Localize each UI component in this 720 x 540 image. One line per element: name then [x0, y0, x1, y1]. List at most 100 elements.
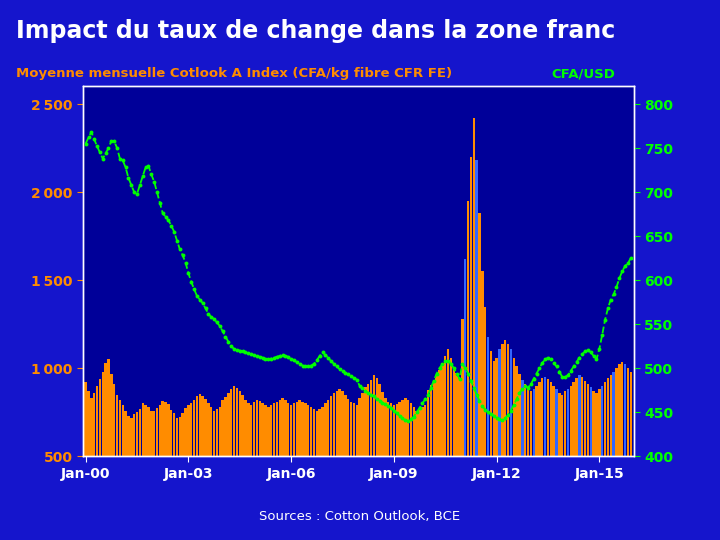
Bar — [341, 391, 343, 456]
Bar — [125, 410, 127, 456]
Bar — [210, 407, 212, 456]
Bar — [321, 407, 324, 456]
Bar — [227, 393, 230, 456]
Bar — [84, 382, 87, 456]
Bar — [230, 389, 233, 456]
Bar — [578, 375, 580, 456]
Bar — [119, 400, 121, 456]
Text: Moyenne mensuelle Cotlook A Index (CFA/kg fibre CFR FE): Moyenne mensuelle Cotlook A Index (CFA/k… — [16, 68, 452, 80]
Bar — [533, 389, 535, 456]
Bar — [518, 374, 521, 456]
Bar — [184, 408, 186, 456]
Bar — [527, 388, 529, 456]
Bar — [164, 402, 167, 456]
Bar — [93, 393, 96, 456]
Bar — [581, 377, 583, 456]
Bar — [302, 402, 304, 456]
Bar — [598, 389, 600, 456]
Bar — [379, 384, 381, 456]
Bar — [225, 397, 227, 456]
Bar — [587, 384, 589, 456]
Bar — [552, 386, 555, 456]
Text: CFA/USD: CFA/USD — [552, 68, 616, 80]
Bar — [267, 407, 269, 456]
Bar — [524, 384, 526, 456]
Bar — [258, 401, 261, 456]
Bar — [541, 379, 544, 456]
Bar — [296, 402, 298, 456]
Bar — [444, 356, 446, 456]
Bar — [430, 385, 432, 456]
Bar — [156, 408, 158, 456]
Bar — [567, 389, 570, 456]
Bar — [136, 412, 138, 456]
Bar — [247, 403, 250, 456]
Bar — [145, 405, 147, 456]
Bar — [179, 417, 181, 456]
Bar — [575, 379, 577, 456]
Bar — [158, 405, 161, 456]
Bar — [441, 363, 444, 456]
Bar — [181, 413, 184, 456]
Bar — [299, 400, 301, 456]
Bar — [150, 410, 153, 456]
Bar — [287, 403, 289, 456]
Bar — [469, 157, 472, 456]
Bar — [290, 405, 292, 456]
Bar — [276, 402, 278, 456]
Bar — [456, 373, 458, 456]
Bar — [173, 413, 176, 456]
Bar — [199, 394, 201, 456]
Bar — [501, 343, 503, 456]
Bar — [222, 400, 224, 456]
Bar — [392, 405, 395, 456]
Bar — [170, 410, 173, 456]
Bar — [142, 403, 144, 456]
Bar — [204, 399, 207, 456]
Bar — [233, 386, 235, 456]
Bar — [122, 405, 124, 456]
Bar — [510, 349, 512, 456]
Text: Sources : Cotton Outlook, BCE: Sources : Cotton Outlook, BCE — [259, 510, 461, 523]
Bar — [621, 362, 624, 456]
Bar — [481, 271, 484, 456]
Bar — [127, 416, 130, 456]
Bar — [202, 395, 204, 456]
Bar — [250, 405, 253, 456]
Bar — [376, 379, 378, 456]
Bar — [213, 410, 215, 456]
Bar — [327, 400, 330, 456]
Bar — [90, 398, 93, 456]
Bar — [219, 407, 221, 456]
Bar — [364, 387, 366, 456]
Bar — [424, 405, 426, 456]
Bar — [536, 386, 538, 456]
Bar — [413, 407, 415, 456]
Bar — [338, 389, 341, 456]
Bar — [436, 375, 438, 456]
Bar — [139, 409, 141, 456]
Bar — [504, 340, 506, 456]
Bar — [461, 319, 464, 456]
Bar — [570, 386, 572, 456]
Bar — [549, 382, 552, 456]
Bar — [513, 357, 515, 456]
Bar — [312, 409, 315, 456]
Bar — [241, 395, 244, 456]
Bar — [498, 349, 500, 456]
Bar — [196, 396, 198, 456]
Bar — [492, 361, 495, 456]
Bar — [472, 118, 475, 456]
Bar — [304, 403, 307, 456]
Bar — [161, 401, 164, 456]
Bar — [347, 399, 349, 456]
Bar — [167, 404, 170, 456]
Bar — [584, 381, 586, 456]
Bar — [404, 398, 407, 456]
Bar — [238, 392, 241, 456]
Bar — [318, 409, 321, 456]
Bar — [116, 395, 118, 456]
Bar — [133, 414, 135, 456]
Bar — [604, 382, 606, 456]
Bar — [410, 403, 413, 456]
